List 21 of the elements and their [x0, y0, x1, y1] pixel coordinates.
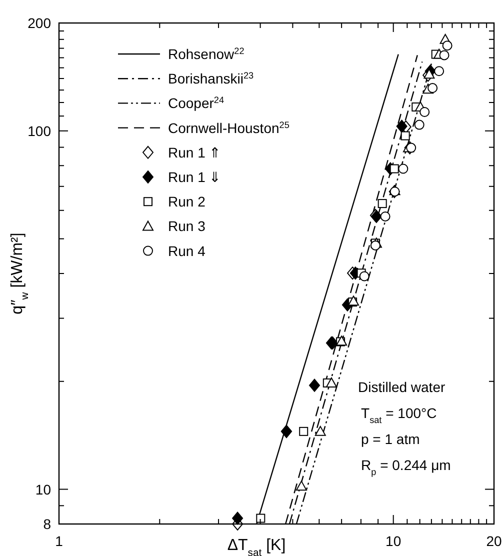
legend-label: Run 1 ⇑ — [168, 144, 222, 160]
legend-label: Cornwell-Houston$^{25}$ — [168, 120, 290, 136]
legend-label: Run 2 — [168, 194, 206, 210]
x-tick-label: 1 — [55, 533, 64, 549]
x-tick-label: 20 — [486, 533, 502, 549]
annotation: R$_{p}$ = 0.244 μm — [361, 457, 451, 477]
legend-label: Run 4 — [168, 242, 206, 259]
x-tick-label: 10 — [386, 533, 402, 549]
y-tick-label: 8 — [43, 516, 52, 532]
annotation: p = 1 atm — [361, 431, 420, 447]
legend-label: Borishanskii$^{23}$ — [168, 70, 254, 87]
y-tick-label: 10 — [35, 481, 52, 498]
annotation: T$_{sat}$ = 100°C — [361, 405, 437, 425]
legend-label: Run 3 — [168, 218, 206, 234]
y-tick-label: 100 — [28, 122, 52, 139]
x-axis-title: ΔT$_{sat}$ [K] — [227, 537, 286, 556]
legend-label: Rohsenow$^{22}$ — [168, 46, 244, 62]
legend-label: Cooper$^{24}$ — [168, 95, 224, 112]
annotation: Distilled water — [358, 379, 446, 395]
y-tick-label: 200 — [28, 15, 52, 31]
legend-label: Run 1 ⇓ — [168, 169, 222, 185]
